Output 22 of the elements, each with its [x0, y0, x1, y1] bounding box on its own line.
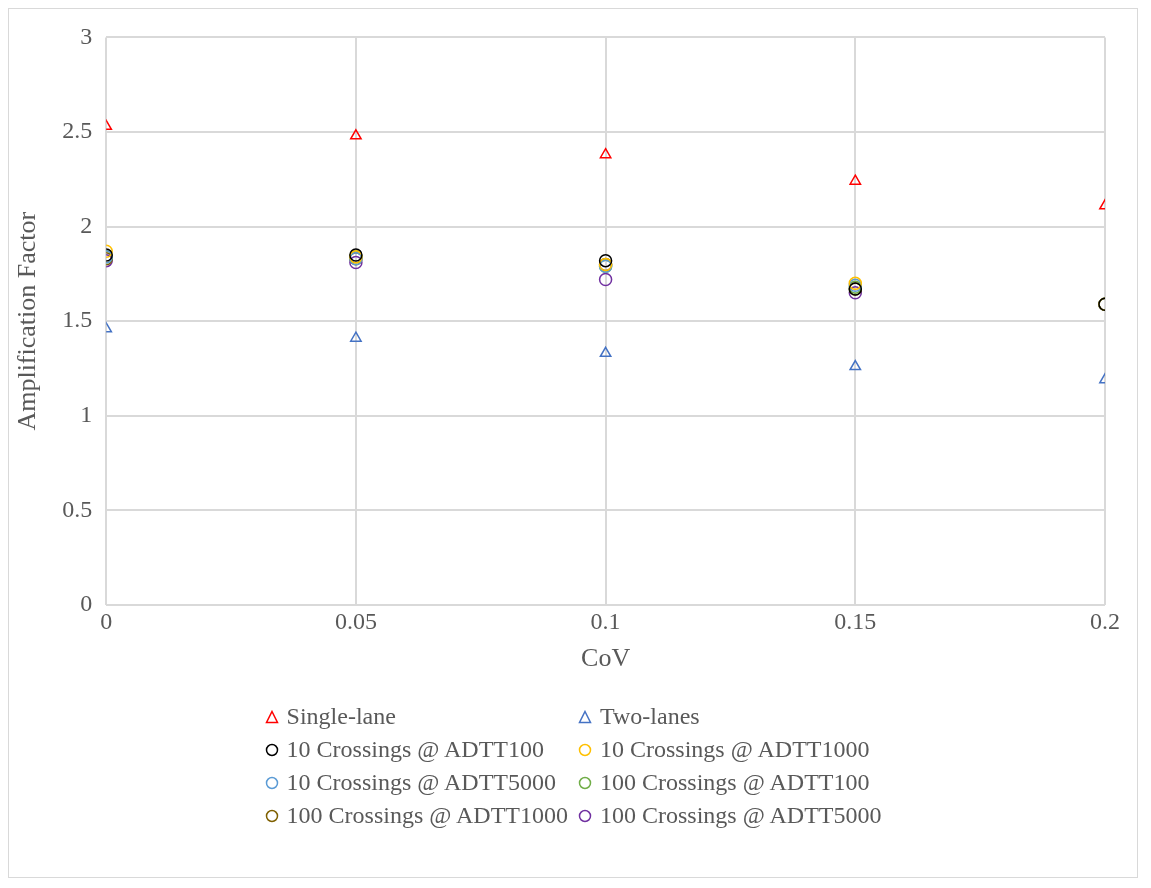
y-tick-label: 1.5 [62, 306, 93, 333]
legend-label: 100 Crossings @ ADTT100 [600, 769, 870, 796]
y-tick-label: 1 [80, 401, 93, 428]
legend-label: Two-lanes [600, 703, 700, 730]
legend-label: 10 Crossings @ ADTT5000 [286, 769, 556, 796]
y-tick-label: 0.5 [62, 495, 93, 522]
legend-label: 10 Crossings @ ADTT1000 [600, 736, 870, 763]
x-tick-label: 0.2 [1090, 607, 1120, 634]
legend-label: Single-lane [286, 703, 396, 730]
x-tick-label: 0.05 [334, 607, 377, 634]
y-tick-label: 0 [80, 590, 93, 617]
x-tick-label: 0.1 [590, 607, 621, 634]
x-tick-label: 0.15 [834, 607, 877, 634]
x-axis-title: CoV [581, 643, 631, 673]
y-tick-label: 2 [80, 211, 93, 238]
legend-label: 10 Crossings @ ADTT100 [286, 736, 544, 763]
y-axis-title: Amplification Factor [12, 211, 42, 431]
x-tick-label: 0 [100, 607, 113, 634]
legend-label: 100 Crossings @ ADTT1000 [286, 802, 568, 829]
legend-label: 100 Crossings @ ADTT5000 [600, 802, 882, 829]
y-tick-label: 3 [80, 22, 93, 49]
y-tick-label: 2.5 [62, 117, 93, 144]
